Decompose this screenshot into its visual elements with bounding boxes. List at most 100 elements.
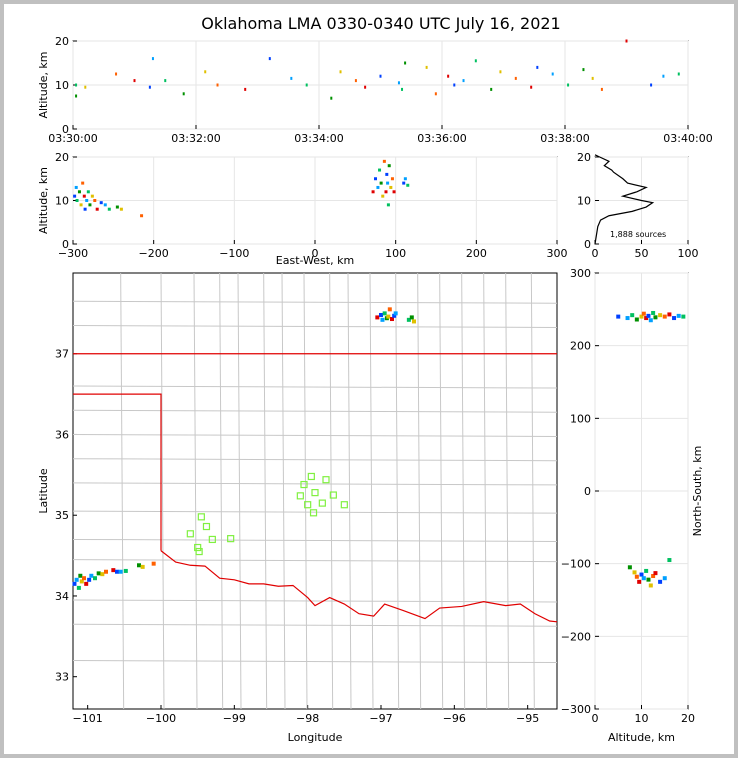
east-west-x-tick-label: 200 xyxy=(466,247,487,260)
county-boundary xyxy=(72,458,558,462)
county-boundary xyxy=(72,385,558,389)
north-south-point xyxy=(672,316,677,321)
north-south-point xyxy=(667,312,672,317)
time-height-point xyxy=(204,70,207,74)
time-height-point xyxy=(514,76,517,80)
east-west-point xyxy=(392,190,396,194)
map-source-point xyxy=(380,317,385,322)
county-boundary xyxy=(219,272,224,710)
east-west-point xyxy=(86,190,90,194)
east-west-point xyxy=(82,194,86,198)
map-source-point xyxy=(100,572,105,577)
lma-station xyxy=(296,492,304,500)
north-south-point xyxy=(648,318,653,323)
chart-title: Oklahoma LMA 0330-0340 UTC July 16, 2021 xyxy=(201,14,561,33)
north-south-point xyxy=(641,311,646,316)
lma-station xyxy=(340,501,348,509)
map-ylabel: Latitude xyxy=(37,468,50,514)
time-height-point xyxy=(364,85,367,89)
time-height-point xyxy=(244,87,247,91)
east-west-x-tick-label: −300 xyxy=(58,247,88,260)
east-west-point xyxy=(85,199,89,202)
histogram-line xyxy=(594,154,655,245)
time-height-point xyxy=(551,72,554,76)
county-boundary xyxy=(483,272,488,710)
north-south-y-tick-label: 300 xyxy=(570,267,591,280)
east-west-y-tick-label: 20 xyxy=(55,151,69,164)
lma-station xyxy=(318,499,326,507)
lma-station xyxy=(197,513,205,521)
state-border-red-river xyxy=(160,550,558,623)
map-source-point xyxy=(74,577,79,582)
map-source-point xyxy=(118,569,123,574)
north-south-point xyxy=(630,313,635,318)
county-boundary xyxy=(530,272,535,710)
lma-station xyxy=(186,530,194,538)
map-source-point xyxy=(406,317,411,322)
north-south-y-tick-label: 0 xyxy=(584,485,591,498)
east-west-point xyxy=(75,199,79,202)
county-boundary xyxy=(461,272,466,710)
east-west-point xyxy=(374,177,377,181)
lma-station xyxy=(329,491,337,499)
lma-station xyxy=(309,509,318,517)
map-source-point xyxy=(84,581,89,586)
east-west-x-tick-label: 0 xyxy=(312,247,319,260)
north-south-point xyxy=(616,314,621,319)
lma-station xyxy=(304,501,312,509)
time-height-point xyxy=(625,39,628,43)
time-height-point xyxy=(290,76,293,80)
east-west-point xyxy=(90,194,94,198)
north-south-point xyxy=(653,571,658,576)
time-height-point xyxy=(354,79,357,83)
time-height-y-tick-label: 0 xyxy=(62,123,69,136)
east-west-point xyxy=(371,190,375,194)
east-west-point xyxy=(103,203,107,207)
time-height-x-tick-label: 03:30:00 xyxy=(48,132,97,145)
time-height-x-tick-label: 03:40:00 xyxy=(663,132,712,145)
time-height-y-tick-label: 10 xyxy=(55,79,69,92)
map-x-tick-label: −100 xyxy=(146,712,176,725)
lma-station xyxy=(194,543,202,552)
county-boundary xyxy=(329,272,334,710)
north-south-point xyxy=(641,576,646,581)
north-south-y-tick-label: 100 xyxy=(570,412,591,425)
county-boundary xyxy=(505,272,510,710)
time-height-x-tick-label: 03:38:00 xyxy=(540,132,589,145)
east-west-point xyxy=(74,185,78,189)
time-height-point xyxy=(115,72,118,76)
time-height-point xyxy=(434,92,437,96)
east-west-point xyxy=(99,201,103,205)
lma-station xyxy=(202,522,211,531)
north-south-point xyxy=(634,574,639,579)
east-west-point xyxy=(381,194,385,198)
east-west-point xyxy=(95,207,99,211)
time-height-point xyxy=(591,76,594,80)
county-boundary xyxy=(72,599,558,603)
county-boundary xyxy=(281,272,286,710)
east-west-point xyxy=(384,190,388,194)
east-west-point xyxy=(402,181,406,185)
county-boundary xyxy=(72,409,558,413)
county-boundary xyxy=(303,272,308,710)
map-x-tick-label: −97 xyxy=(369,712,392,725)
map-source-point xyxy=(93,576,97,581)
time-height-point xyxy=(650,83,653,87)
north-south-point xyxy=(662,314,667,319)
east-west-x-tick-label: 300 xyxy=(547,247,568,260)
time-height-point xyxy=(600,87,603,91)
east-west-x-tick-label: −200 xyxy=(139,247,169,260)
north-south-y-tick-label: −300 xyxy=(561,703,591,716)
histogram-x-tick-label: 50 xyxy=(635,247,649,260)
time-height-point xyxy=(397,81,400,85)
county-boundary xyxy=(120,272,125,710)
time-height-ylabel: Altitude, km xyxy=(37,51,50,118)
east-west-point xyxy=(88,203,92,207)
time-height-y-tick-label: 20 xyxy=(55,35,69,48)
time-height-point xyxy=(447,74,450,78)
map-source-point xyxy=(79,579,84,584)
map-source-point xyxy=(412,319,416,324)
time-height-point xyxy=(305,83,308,87)
east-west-point xyxy=(73,194,77,198)
